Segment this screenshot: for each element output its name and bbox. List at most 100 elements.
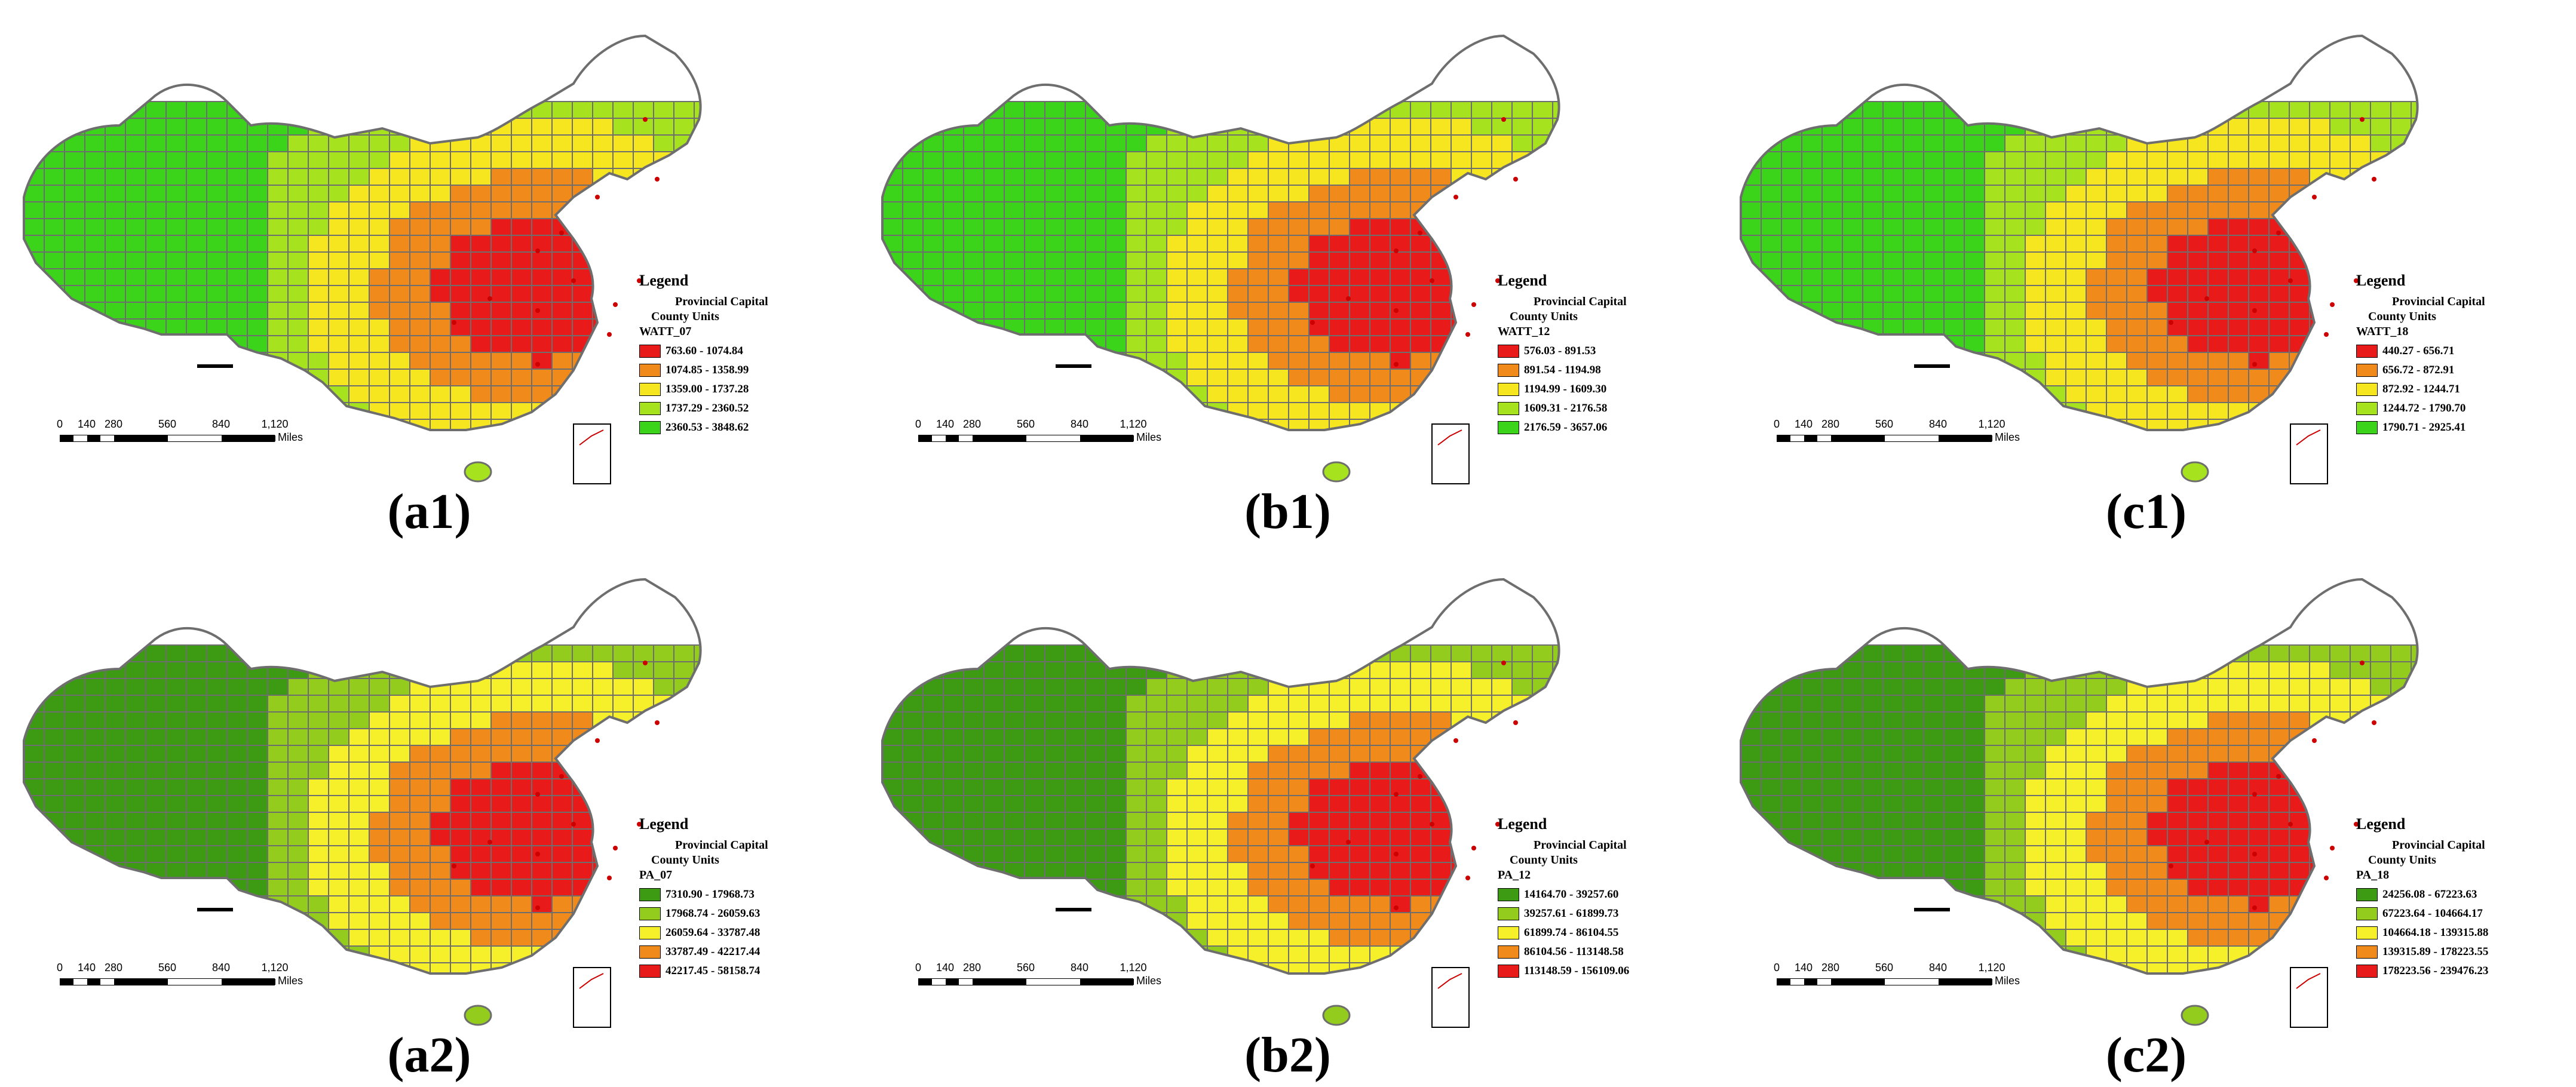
county-unit bbox=[1207, 745, 1228, 763]
county-unit bbox=[369, 962, 390, 974]
county-unit bbox=[1410, 778, 1431, 796]
county-unit bbox=[531, 235, 553, 253]
county-unit bbox=[2045, 912, 2066, 930]
county-unit bbox=[450, 778, 471, 796]
county-unit bbox=[1450, 879, 1472, 896]
county-unit bbox=[1471, 761, 1492, 779]
county-unit bbox=[125, 235, 146, 253]
county-unit bbox=[1369, 302, 1391, 320]
county-unit bbox=[1882, 912, 1904, 930]
county-unit bbox=[2207, 134, 2229, 152]
county-unit bbox=[882, 828, 903, 846]
county-unit bbox=[2228, 385, 2249, 403]
county-unit bbox=[1126, 218, 1147, 236]
county-unit bbox=[511, 812, 532, 830]
county-unit bbox=[2350, 644, 2371, 662]
county-unit bbox=[531, 962, 553, 974]
county-unit bbox=[1369, 385, 1391, 403]
county-unit bbox=[470, 695, 492, 713]
county-unit bbox=[206, 118, 228, 136]
scale-tick-label: 140 bbox=[1794, 418, 1813, 430]
county-unit bbox=[409, 644, 431, 662]
county-unit bbox=[145, 335, 167, 353]
county-unit bbox=[1410, 335, 1431, 353]
county-unit bbox=[511, 962, 532, 974]
county-unit bbox=[2106, 218, 2127, 236]
county-unit bbox=[1532, 251, 1553, 269]
county-unit bbox=[2025, 862, 2046, 880]
county-unit bbox=[963, 218, 985, 236]
county-unit bbox=[2309, 929, 2330, 947]
county-unit bbox=[1862, 778, 1884, 796]
county-unit bbox=[1247, 644, 1269, 662]
county-unit bbox=[511, 828, 532, 846]
county-unit bbox=[450, 812, 471, 830]
county-unit bbox=[1207, 285, 1228, 303]
county-unit bbox=[267, 285, 289, 303]
county-unit bbox=[1024, 285, 1045, 303]
county-unit bbox=[963, 185, 985, 202]
county-unit bbox=[1349, 201, 1370, 219]
legend-range: 139315.89 - 178223.55 bbox=[2382, 945, 2489, 958]
county-unit bbox=[2248, 678, 2270, 696]
county-unit bbox=[409, 778, 431, 796]
legend-range: 1359.00 - 1737.28 bbox=[666, 383, 749, 395]
provincial-capital-point bbox=[571, 278, 576, 283]
county-unit bbox=[2025, 285, 2046, 303]
county-unit bbox=[389, 644, 410, 662]
county-unit bbox=[902, 879, 924, 896]
county-unit bbox=[1741, 828, 1762, 846]
county-unit bbox=[2146, 728, 2168, 746]
county-unit bbox=[1329, 745, 1350, 763]
county-unit bbox=[2248, 745, 2270, 763]
county-unit bbox=[531, 828, 553, 846]
county-unit bbox=[2086, 419, 2107, 430]
county-unit bbox=[2004, 862, 2026, 880]
county-unit bbox=[2289, 318, 2310, 336]
county-unit bbox=[2045, 352, 2066, 370]
county-unit bbox=[1186, 711, 1208, 729]
county-unit bbox=[1268, 745, 1289, 763]
county-unit bbox=[1329, 761, 1350, 779]
county-unit bbox=[2370, 201, 2391, 219]
county-unit bbox=[902, 385, 924, 403]
county-unit bbox=[226, 745, 248, 763]
county-unit bbox=[1984, 644, 2005, 662]
legend-item: 1244.72 - 1790.70 bbox=[2356, 399, 2571, 418]
county-unit bbox=[2390, 778, 2412, 796]
scale-tick-label: 140 bbox=[77, 418, 96, 430]
county-unit bbox=[1146, 711, 1167, 729]
county-unit bbox=[633, 218, 654, 236]
county-unit bbox=[1430, 101, 1452, 119]
county-unit bbox=[1085, 285, 1106, 303]
county-unit bbox=[2045, 828, 2066, 846]
county-unit bbox=[2207, 369, 2229, 386]
county-unit bbox=[1450, 101, 1472, 119]
county-unit bbox=[2268, 962, 2290, 974]
county-unit bbox=[64, 745, 85, 763]
county-unit bbox=[84, 828, 106, 846]
county-unit bbox=[1801, 151, 1823, 169]
county-unit bbox=[44, 218, 65, 236]
county-unit bbox=[308, 352, 329, 370]
county-unit bbox=[1984, 101, 2005, 119]
county-unit bbox=[2228, 302, 2249, 320]
county-unit bbox=[470, 711, 492, 729]
county-unit bbox=[882, 945, 903, 963]
county-unit bbox=[983, 644, 1005, 662]
county-unit bbox=[1491, 235, 1513, 253]
county-unit bbox=[24, 962, 45, 974]
provincial-capital-point bbox=[2288, 822, 2293, 827]
legend-item: 576.03 - 891.53 bbox=[1498, 342, 1713, 361]
county-unit bbox=[1044, 185, 1066, 202]
county-unit bbox=[551, 879, 573, 896]
county-unit bbox=[1943, 695, 1965, 713]
county-unit bbox=[1065, 185, 1086, 202]
county-unit bbox=[1943, 678, 1965, 696]
county-unit bbox=[267, 812, 289, 830]
legend-units-label: County Units bbox=[1510, 310, 1578, 323]
provincial-capital-point bbox=[559, 774, 564, 779]
county-unit bbox=[490, 302, 512, 320]
county-unit bbox=[1004, 168, 1025, 186]
county-unit bbox=[1105, 218, 1127, 236]
